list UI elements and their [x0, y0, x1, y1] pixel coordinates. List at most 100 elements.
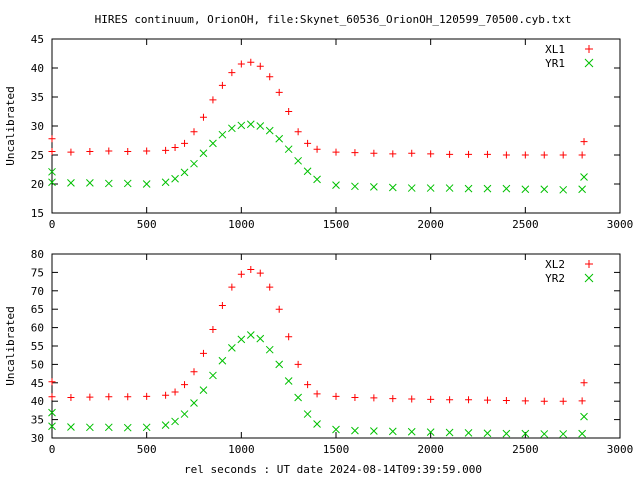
x-tick-label: 1000	[228, 443, 255, 456]
y-tick-label: 75	[31, 266, 44, 279]
y-tick-label: 15	[31, 207, 44, 220]
panel-bottom: 30 35 40 45 50 55 60 65 70 75 80 0 500 1000 1500 2000 25…	[4, 248, 633, 456]
data-point	[580, 138, 588, 146]
x-tick-label: 2500	[512, 443, 539, 456]
data-point	[237, 270, 245, 278]
x-tick-label: 3000	[607, 443, 634, 456]
data-point	[388, 183, 397, 192]
data-point	[199, 149, 208, 158]
data-point	[426, 428, 435, 436]
data-point	[256, 62, 264, 70]
data-point	[104, 423, 113, 432]
data-point	[275, 88, 283, 96]
data-point	[559, 151, 567, 159]
data-point	[294, 393, 302, 402]
data-point	[313, 390, 321, 398]
data-point	[313, 145, 321, 153]
data-point	[578, 429, 586, 438]
data-point	[48, 178, 56, 187]
y-tick-label: 70	[31, 285, 44, 298]
legend-label: XL2	[545, 258, 565, 271]
y-axis-label: Uncalibrated	[4, 86, 17, 165]
data-point	[67, 423, 75, 431]
data-point	[124, 393, 132, 401]
data-point	[408, 395, 416, 403]
series-xl1	[48, 58, 588, 159]
data-point	[266, 73, 274, 81]
data-point	[540, 151, 548, 159]
data-point	[427, 395, 435, 403]
data-point	[237, 335, 246, 344]
x-tick-label: 1000	[228, 218, 255, 231]
data-point	[332, 148, 340, 156]
data-point	[180, 410, 189, 418]
y-tick-label: 55	[31, 340, 44, 353]
data-point	[228, 124, 236, 133]
data-point	[465, 150, 473, 158]
x-tick-label: 1500	[323, 443, 350, 456]
data-point	[370, 149, 378, 157]
data-point	[578, 151, 586, 159]
y-tick-label: 65	[31, 303, 44, 316]
data-point	[483, 184, 492, 193]
data-point	[162, 391, 170, 399]
data-point	[199, 349, 207, 357]
data-point	[464, 428, 473, 437]
data-point	[86, 148, 94, 156]
data-point	[105, 147, 113, 155]
data-point	[218, 130, 227, 139]
data-point	[209, 325, 217, 333]
data-point	[142, 180, 151, 188]
data-point	[190, 159, 198, 168]
x-tick-label: 500	[137, 443, 157, 456]
x-tick-label: 2500	[512, 218, 539, 231]
data-point	[209, 371, 217, 380]
data-point	[67, 178, 75, 187]
data-point	[407, 427, 416, 436]
data-point	[143, 392, 151, 400]
data-point	[275, 360, 284, 369]
data-point	[540, 430, 549, 438]
data-point	[171, 417, 179, 426]
data-point	[143, 147, 151, 155]
data-point	[559, 185, 568, 194]
data-point	[265, 345, 274, 354]
data-point	[209, 139, 217, 148]
y-tick-label: 30	[31, 120, 44, 133]
data-point	[190, 399, 198, 407]
legend-label: XL1	[545, 43, 565, 56]
series-yr1	[48, 120, 588, 194]
data-point	[237, 60, 245, 68]
legend-marker	[585, 45, 593, 53]
data-point	[502, 151, 510, 159]
data-point	[521, 429, 530, 438]
x-axis-label: rel seconds : UT date 2024-08-14T09:39:5…	[184, 463, 482, 476]
data-point	[48, 422, 56, 431]
y-tick-label: 50	[31, 358, 44, 371]
data-point	[294, 128, 302, 136]
x-tick-label: 500	[137, 218, 157, 231]
data-point	[332, 181, 340, 190]
data-point	[502, 429, 511, 438]
data-point	[294, 156, 302, 165]
data-point	[199, 113, 207, 121]
data-point	[284, 145, 293, 154]
y-tick-label: 40	[31, 62, 44, 75]
x-tick-label: 0	[49, 443, 56, 456]
data-point	[483, 150, 491, 158]
y-axis-label: Uncalibrated	[4, 306, 17, 385]
data-point	[332, 392, 340, 400]
data-point	[465, 396, 473, 404]
data-point	[256, 269, 264, 277]
data-point	[180, 168, 189, 177]
data-point	[171, 174, 179, 183]
x-tick-label: 2000	[417, 443, 444, 456]
plot-frame	[51, 253, 621, 439]
data-point	[48, 378, 56, 386]
data-point	[370, 394, 378, 402]
data-point	[332, 425, 340, 434]
data-point	[67, 394, 75, 402]
data-point	[502, 184, 511, 193]
series-xl2	[48, 265, 588, 405]
